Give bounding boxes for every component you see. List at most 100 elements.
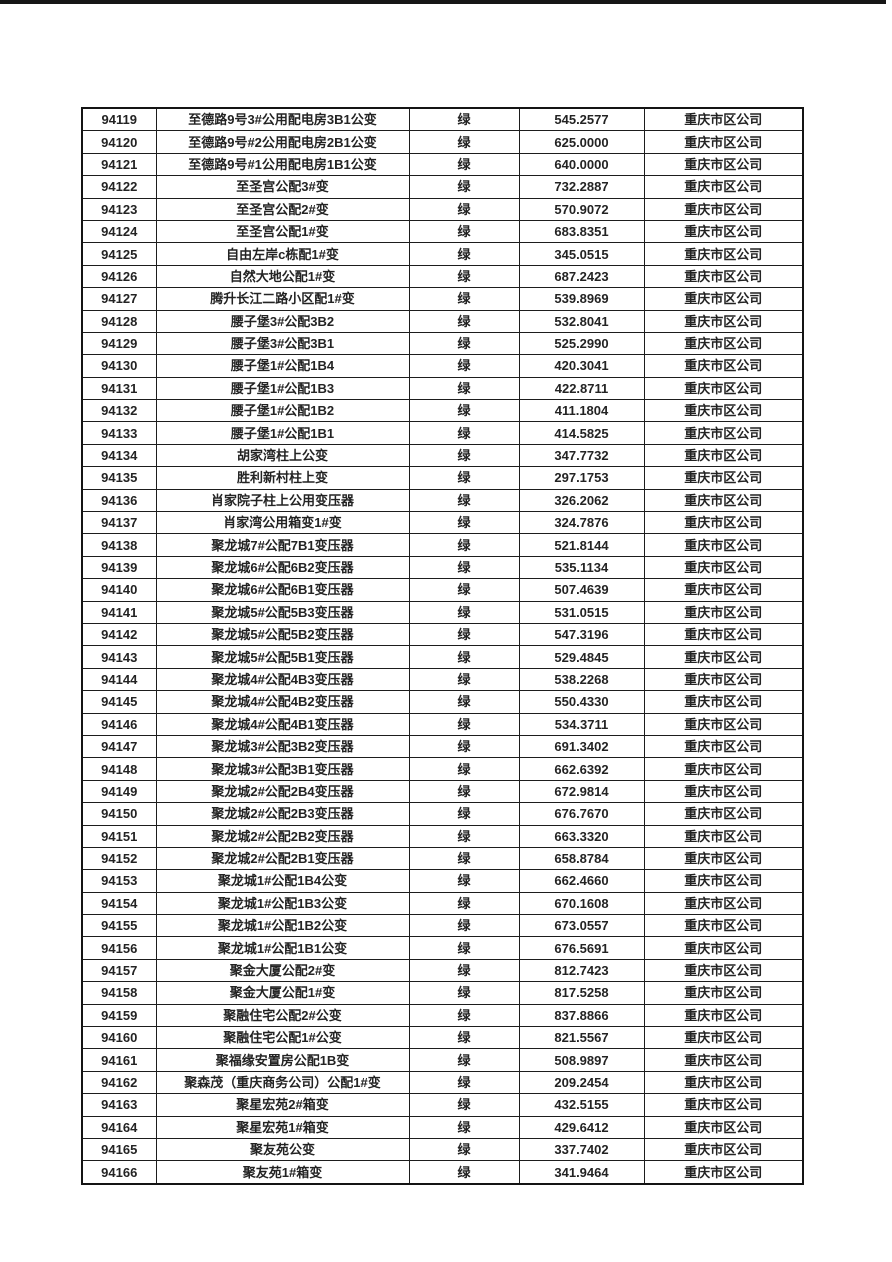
table-row: 94143 聚龙城5#公配5B1变压器 绿 529.4845 重庆市区公司 (81, 645, 804, 669)
cell-transformer-name: 聚龙城1#公配1B3公变 (155, 891, 410, 916)
cell-company: 重庆市区公司 (643, 824, 804, 848)
cell-value: 676.7670 (518, 802, 645, 826)
cell-status: 绿 (408, 779, 520, 804)
cell-transformer-name: 聚龙城3#公配3B1变压器 (155, 757, 410, 781)
cell-company: 重庆市区公司 (643, 175, 804, 199)
cell-record-id: 94138 (81, 533, 157, 557)
cell-transformer-name: 聚星宏苑1#箱变 (155, 1115, 410, 1139)
cell-transformer-name: 聚金大厦公配2#变 (155, 958, 410, 983)
cell-status: 绿 (408, 891, 520, 916)
cell-record-id: 94141 (81, 600, 157, 624)
cell-company: 重庆市区公司 (643, 645, 804, 669)
cell-value: 837.8866 (518, 1003, 645, 1028)
table-row: 94139 聚龙城6#公配6B2变压器 绿 535.1134 重庆市区公司 (81, 555, 804, 580)
table-row: 94159 聚融住宅公配2#公变 绿 837.8866 重庆市区公司 (81, 1003, 804, 1028)
cell-status: 绿 (408, 555, 520, 580)
cell-status: 绿 (408, 443, 520, 468)
table-row: 94141 聚龙城5#公配5B3变压器 绿 531.0515 重庆市区公司 (81, 600, 804, 624)
table-row: 94136 肖家院子柱上公用变压器 绿 326.2062 重庆市区公司 (81, 488, 804, 513)
cell-status: 绿 (408, 533, 520, 557)
cell-record-id: 94119 (81, 107, 157, 132)
table-row: 94124 至圣宫公配1#变 绿 683.8351 重庆市区公司 (81, 219, 804, 244)
cell-transformer-name: 聚龙城7#公配7B1变压器 (155, 533, 410, 557)
cell-company: 重庆市区公司 (643, 981, 804, 1005)
cell-value: 341.9464 (518, 1160, 645, 1185)
cell-company: 重庆市区公司 (643, 130, 804, 154)
cell-record-id: 94165 (81, 1137, 157, 1162)
cell-record-id: 94122 (81, 175, 157, 199)
cell-record-id: 94151 (81, 824, 157, 848)
cell-company: 重庆市区公司 (643, 354, 804, 378)
cell-status: 绿 (408, 309, 520, 333)
cell-record-id: 94145 (81, 690, 157, 714)
cell-status: 绿 (408, 1048, 520, 1072)
cell-status: 绿 (408, 1115, 520, 1139)
table-row: 94151 聚龙城2#公配2B2变压器 绿 663.3320 重庆市区公司 (81, 824, 804, 848)
cell-record-id: 94147 (81, 734, 157, 759)
cell-value: 414.5825 (518, 421, 645, 445)
cell-company: 重庆市区公司 (643, 331, 804, 356)
cell-status: 绿 (408, 824, 520, 848)
cell-company: 重庆市区公司 (643, 734, 804, 759)
cell-transformer-name: 聚森茂（重庆商务公司）公配1#变 (155, 1070, 410, 1095)
table-row: 94145 聚龙城4#公配4B2变压器 绿 550.4330 重庆市区公司 (81, 690, 804, 714)
records-table: 94119 至德路9号3#公用配电房3B1公变 绿 545.2577 重庆市区公… (81, 107, 804, 1185)
cell-transformer-name: 聚龙城4#公配4B1变压器 (155, 712, 410, 736)
cell-company: 重庆市区公司 (643, 376, 804, 401)
cell-status: 绿 (408, 600, 520, 624)
cell-transformer-name: 至圣宫公配3#变 (155, 175, 410, 199)
records-table-container: 94119 至德路9号3#公用配电房3B1公变 绿 545.2577 重庆市区公… (81, 107, 804, 1185)
cell-record-id: 94156 (81, 936, 157, 960)
table-row: 94127 腾升长江二路小区配1#变 绿 539.8969 重庆市区公司 (81, 287, 804, 311)
cell-company: 重庆市区公司 (643, 622, 804, 647)
cell-record-id: 94152 (81, 846, 157, 871)
cell-value: 817.5258 (518, 981, 645, 1005)
table-row: 94132 腰子堡1#公配1B2 绿 411.1804 重庆市区公司 (81, 399, 804, 423)
cell-value: 570.9072 (518, 197, 645, 221)
table-row: 94154 聚龙城1#公配1B3公变 绿 670.1608 重庆市区公司 (81, 891, 804, 916)
cell-transformer-name: 腾升长江二路小区配1#变 (155, 287, 410, 311)
cell-value: 691.3402 (518, 734, 645, 759)
cell-record-id: 94136 (81, 488, 157, 513)
table-row: 94156 聚龙城1#公配1B1公变 绿 676.5691 重庆市区公司 (81, 936, 804, 960)
table-row: 94160 聚融住宅公配1#公变 绿 821.5567 重庆市区公司 (81, 1026, 804, 1050)
cell-record-id: 94157 (81, 958, 157, 983)
cell-company: 重庆市区公司 (643, 309, 804, 333)
cell-transformer-name: 聚龙城5#公配5B2变压器 (155, 622, 410, 647)
cell-record-id: 94161 (81, 1048, 157, 1072)
cell-record-id: 94123 (81, 197, 157, 221)
cell-transformer-name: 胡家湾柱上公变 (155, 443, 410, 468)
cell-value: 345.0515 (518, 242, 645, 266)
cell-record-id: 94159 (81, 1003, 157, 1028)
cell-transformer-name: 聚融住宅公配2#公变 (155, 1003, 410, 1028)
cell-value: 550.4330 (518, 690, 645, 714)
cell-company: 重庆市区公司 (643, 421, 804, 445)
table-row: 94122 至圣宫公配3#变 绿 732.2887 重庆市区公司 (81, 175, 804, 199)
cell-record-id: 94154 (81, 891, 157, 916)
cell-value: 534.3711 (518, 712, 645, 736)
cell-value: 683.8351 (518, 219, 645, 244)
cell-transformer-name: 胜利新村柱上变 (155, 466, 410, 490)
cell-company: 重庆市区公司 (643, 667, 804, 692)
cell-company: 重庆市区公司 (643, 914, 804, 938)
cell-value: 411.1804 (518, 399, 645, 423)
table-row: 94148 聚龙城3#公配3B1变压器 绿 662.6392 重庆市区公司 (81, 757, 804, 781)
cell-status: 绿 (408, 734, 520, 759)
cell-status: 绿 (408, 488, 520, 513)
table-row: 94150 聚龙城2#公配2B3变压器 绿 676.7670 重庆市区公司 (81, 802, 804, 826)
cell-record-id: 94126 (81, 264, 157, 289)
cell-status: 绿 (408, 107, 520, 132)
cell-record-id: 94127 (81, 287, 157, 311)
cell-status: 绿 (408, 219, 520, 244)
cell-value: 422.8711 (518, 376, 645, 401)
cell-transformer-name: 自由左岸c栋配1#变 (155, 242, 410, 266)
cell-value: 640.0000 (518, 152, 645, 177)
cell-transformer-name: 聚龙城5#公配5B3变压器 (155, 600, 410, 624)
cell-company: 重庆市区公司 (643, 152, 804, 177)
cell-company: 重庆市区公司 (643, 1093, 804, 1117)
table-row: 94125 自由左岸c栋配1#变 绿 345.0515 重庆市区公司 (81, 242, 804, 266)
cell-company: 重庆市区公司 (643, 511, 804, 535)
cell-record-id: 94142 (81, 622, 157, 647)
table-row: 94144 聚龙城4#公配4B3变压器 绿 538.2268 重庆市区公司 (81, 667, 804, 692)
cell-transformer-name: 聚友苑公变 (155, 1137, 410, 1162)
